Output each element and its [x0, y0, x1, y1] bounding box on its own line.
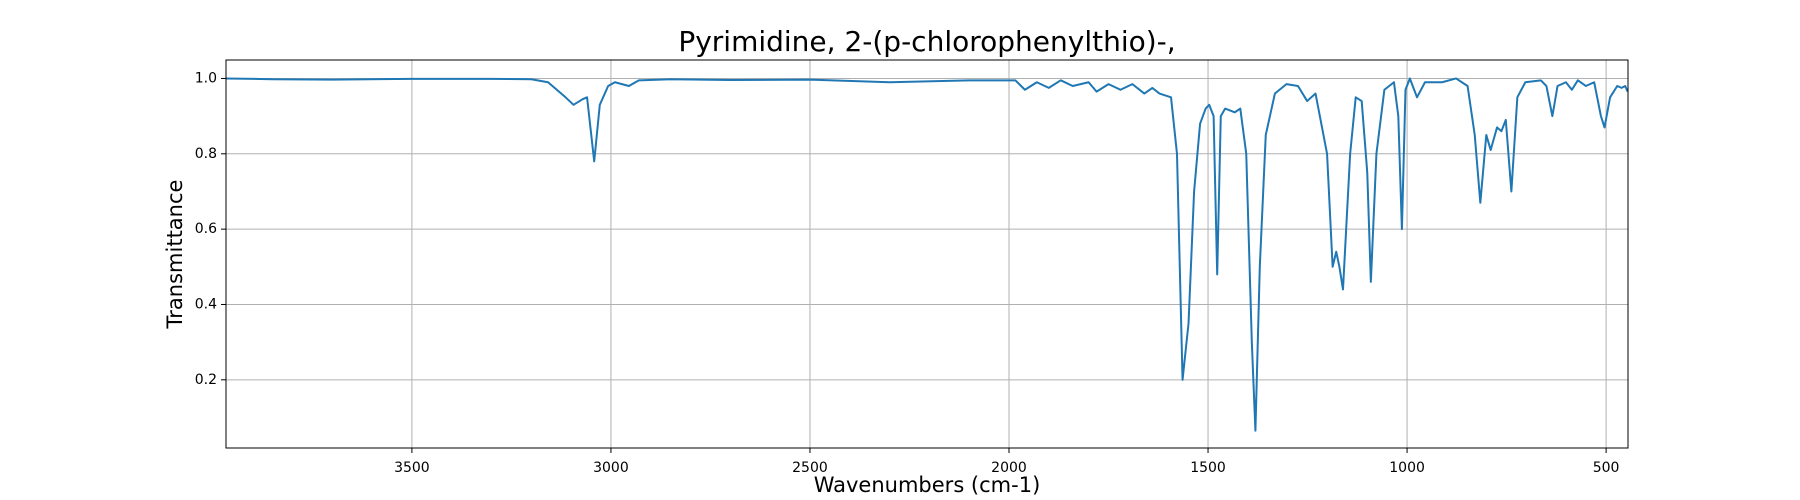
spectrum-line — [225, 77, 1629, 432]
x-tick-label: 1500 — [1190, 460, 1226, 476]
chart-title: Pyrimidine, 2-(p-chlorophenylthio)-, — [678, 25, 1175, 58]
x-tick-label: 2000 — [991, 460, 1027, 476]
x-tick-label: 500 — [1593, 460, 1620, 476]
x-tick-label: 3000 — [593, 460, 629, 476]
y-axis-label: Transmittance — [163, 180, 187, 330]
y-tick-label: 0.6 — [195, 221, 217, 237]
y-tick-label: 0.4 — [195, 296, 217, 312]
y-tick-label: 0.8 — [195, 146, 217, 162]
x-axis-label: Wavenumbers (cm-1) — [814, 473, 1041, 497]
plot-frame — [225, 59, 1629, 449]
y-tick-label: 0.2 — [195, 372, 217, 388]
x-tick-label: 1000 — [1389, 460, 1425, 476]
x-tick-label: 2500 — [792, 460, 828, 476]
y-tick-label: 1.0 — [195, 70, 217, 86]
x-tick-label: 3500 — [394, 460, 430, 476]
